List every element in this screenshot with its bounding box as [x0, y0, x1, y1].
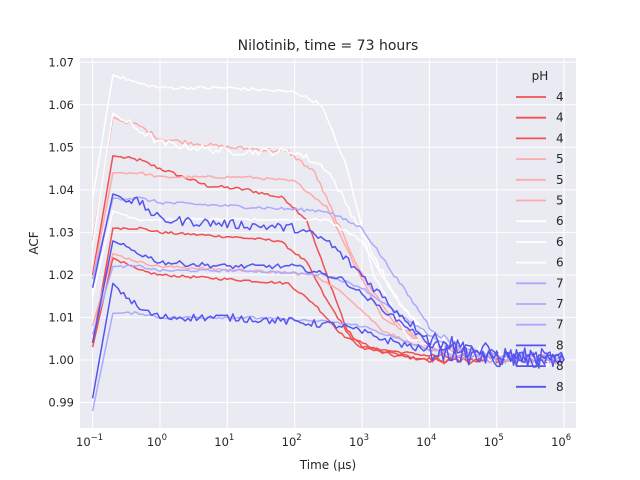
legend: pH 4 4 4 5 5 5 6 6 6 7 7 7 8 8 8 — [516, 69, 564, 394]
legend-label: 8 — [556, 359, 564, 373]
y-tick-label: 1.05 — [48, 140, 74, 154]
y-tick-label: 1.00 — [48, 353, 74, 367]
x-tick-label: 10−1 — [76, 433, 103, 449]
y-axis-label: ACF — [27, 231, 41, 254]
y-tick-label: 1.07 — [48, 55, 74, 69]
legend-label: 4 — [556, 90, 564, 104]
legend-label: 5 — [556, 152, 564, 166]
series-line-ph-8 — [91, 193, 565, 369]
legend-label: 8 — [556, 380, 564, 394]
y-tick-label: 1.03 — [48, 225, 74, 239]
legend-label: 5 — [556, 173, 564, 187]
plot-area — [80, 58, 576, 428]
x-tick-label: 103 — [349, 433, 369, 449]
series-line-ph-8 — [91, 282, 565, 399]
x-tick-labels: 10−1 100 101 102 103 104 105 106 — [76, 433, 571, 449]
legend-label: 8 — [556, 338, 564, 352]
chart-title: Nilotinib, time = 73 hours — [238, 38, 419, 54]
y-tick-label: 1.02 — [48, 268, 74, 282]
x-tick-label: 106 — [551, 433, 571, 449]
legend-label: 5 — [556, 194, 564, 208]
series-line-ph-6 — [91, 112, 565, 368]
y-tick-labels: 0.99 1.00 1.01 1.02 1.03 1.04 1.05 1.06 1.07 — [48, 55, 74, 409]
legend-label: 4 — [556, 111, 564, 125]
legend-label: 6 — [556, 235, 564, 249]
y-tick-label: 1.04 — [48, 183, 74, 197]
legend-label: 6 — [556, 256, 564, 270]
series-line-ph-6 — [91, 210, 565, 362]
y-tick-label: 1.06 — [48, 98, 74, 112]
legend-title: pH — [532, 69, 549, 83]
x-tick-label: 105 — [484, 433, 504, 449]
legend-label: 7 — [556, 318, 564, 332]
x-tick-label: 102 — [282, 433, 302, 449]
y-tick-label: 1.01 — [48, 310, 74, 324]
series-line-ph-8 — [91, 240, 565, 365]
legend-label: 7 — [556, 297, 564, 311]
legend-label: 4 — [556, 131, 564, 145]
x-tick-label: 100 — [147, 433, 167, 449]
series-lines — [91, 74, 565, 412]
x-axis-label: Time (μs) — [299, 458, 356, 472]
legend-label: 7 — [556, 276, 564, 290]
y-tick-label: 0.99 — [48, 395, 74, 409]
legend-label: 6 — [556, 214, 564, 228]
x-tick-label: 104 — [416, 433, 436, 449]
x-tick-label: 101 — [214, 433, 234, 449]
